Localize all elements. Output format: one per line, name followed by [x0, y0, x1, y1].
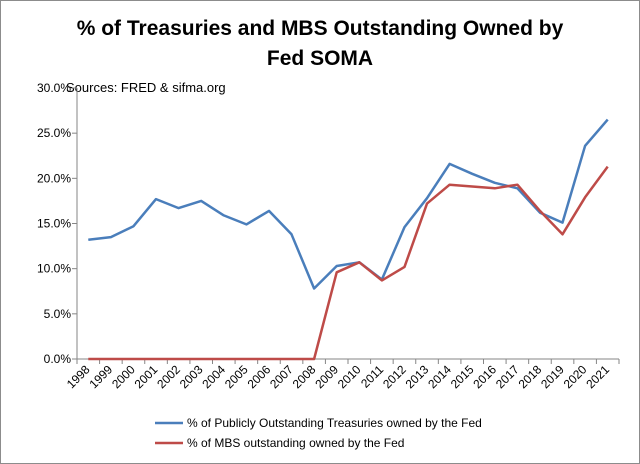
x-tick-label: 2018: [516, 362, 545, 391]
x-tick-label: 1998: [64, 362, 93, 391]
axes: [76, 88, 619, 360]
treasuries-series-line: [88, 118, 609, 290]
chart-title-line-2: Fed SOMA: [267, 47, 373, 70]
x-tick-label: 2001: [132, 362, 161, 391]
legend-label-mbs: % of MBS outstanding owned by the Fed: [187, 436, 404, 450]
series-lines: [88, 118, 609, 361]
x-tick-label: 2014: [425, 362, 454, 391]
x-tick-label: 2010: [335, 362, 364, 391]
x-tick-label: 2007: [267, 362, 296, 391]
y-tick-label: 25.0%: [37, 126, 71, 140]
x-tick-label: 2003: [177, 362, 206, 391]
x-tick-label: 2008: [290, 362, 319, 391]
mbs-series-line: [88, 165, 609, 361]
x-tick-label: 2020: [561, 362, 590, 391]
y-tick-label: 5.0%: [44, 307, 72, 321]
y-tick-label: 15.0%: [37, 217, 71, 231]
x-tick-label: 2019: [538, 362, 567, 391]
x-axis-ticks: 1998199920002001200220032004200520062007…: [64, 359, 620, 391]
x-tick-label: 2016: [470, 362, 499, 391]
x-tick-label: 2004: [199, 362, 228, 391]
y-tick-label: 10.0%: [37, 262, 71, 276]
x-tick-label: 2012: [380, 362, 409, 391]
y-tick-label: 30.0%: [37, 81, 71, 95]
x-tick-label: 2009: [312, 362, 341, 391]
x-tick-label: 2015: [448, 362, 477, 391]
chart-title-line-1: % of Treasuries and MBS Outstanding Owne…: [77, 17, 564, 40]
x-tick-label: 2017: [493, 362, 522, 391]
x-tick-label: 2013: [403, 362, 432, 391]
x-tick-label: 2011: [358, 362, 386, 390]
x-tick-label: 2002: [154, 362, 183, 391]
x-tick-label: 2021: [583, 362, 612, 391]
x-tick-label: 2000: [109, 362, 138, 391]
legend: % of Publicly Outstanding Treasuries own…: [155, 416, 482, 450]
x-tick-label: 2005: [222, 362, 251, 391]
x-tick-label: 1999: [86, 362, 115, 391]
y-tick-label: 20.0%: [37, 171, 71, 185]
sources-annotation: Sources: FRED & sifma.org: [66, 80, 226, 95]
y-axis-ticks: 0.0% 5.0% 10.0% 15.0% 20.0% 25.0% 30.0%: [37, 81, 77, 366]
y-tick-label: 0.0%: [44, 352, 72, 366]
x-tick-label: 2006: [245, 362, 274, 391]
legend-label-treasuries: % of Publicly Outstanding Treasuries own…: [187, 416, 482, 430]
